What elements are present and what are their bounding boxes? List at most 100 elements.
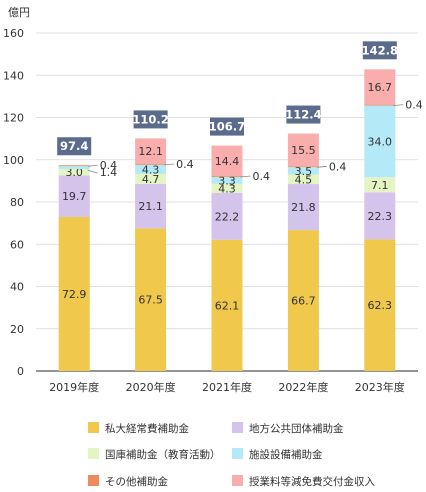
x-axis-ticks: 2019年度 2020年度 2021年度 2022年度 2023年度 [49,380,405,394]
bar-segment [287,174,319,185]
legend-label: 地方公共団体補助金 [249,422,344,435]
segment-value-label: 22.2 [215,210,240,223]
bar-segment [364,104,396,106]
y-tick-label: 100 [3,154,24,167]
legend-swatch [232,448,243,459]
bar-segment [58,175,90,217]
leader-line [87,164,98,167]
segment-value-label: 7.1 [371,179,389,192]
y-tick-label: 120 [3,112,24,125]
bar-segment [58,216,90,371]
bar-segment [211,239,243,371]
legend-label: 国庫補助金（教育活動） [105,448,221,461]
bar-segment [287,166,319,168]
x-tick-label: 2023年度 [355,380,405,394]
bar-segment [287,133,319,167]
leader-line [393,104,404,107]
total-value-label: 112.4 [285,108,321,122]
segment-value-label: 62.1 [215,299,240,312]
segment-value-label: 0.4 [329,160,347,173]
segment-value-label: 0.4 [100,159,118,172]
segment-value-label: 14.4 [215,155,240,168]
segment-value-label: 1.4 [100,166,118,179]
bar-segment [211,192,243,240]
y-tick-label: 140 [3,69,24,82]
y-axis-ticks: 0 20 40 60 80 100 120 140 160 [3,27,24,378]
segment-value-label: 4.7 [142,173,160,186]
legend-label: 授業料等減免費交付金収入 [249,475,375,488]
bar-segment [58,166,90,170]
leader-line [164,163,175,166]
legend-swatch [232,422,243,433]
bar-segment [135,138,167,164]
y-tick-label: 80 [10,196,24,209]
bar-segment [211,176,243,177]
legend-label: 施設設備補助金 [249,448,323,461]
segment-value-label: 3.3 [218,174,236,187]
y-tick-label: 60 [10,238,24,251]
segment-value-label: 34.0 [368,135,393,148]
segment-value-label: 21.8 [291,201,316,214]
bar-segment [135,183,167,229]
bar-segment [58,165,90,167]
legend-swatch [88,475,99,486]
legend-label: 私大経常費補助金 [105,422,189,435]
total-value-label: 97.4 [60,139,88,153]
bar-segment [287,167,319,175]
segment-value-label: 4.3 [142,163,160,176]
leader-line [240,175,251,178]
segment-value-label: 4.5 [295,173,313,186]
x-tick-label: 2021年度 [202,380,252,394]
total-box [133,110,168,129]
bar-segment [364,177,396,193]
segment-value-label: 3.5 [295,165,313,178]
y-tick-label: 0 [17,365,24,378]
bars: 72.919.73.0 1.40.497.467.521.14.74.3 0.412… [57,41,423,371]
segment-value-label: 3.0 [65,166,83,179]
bar-segment [364,192,396,240]
bar-segment [364,69,396,105]
bar-segment [135,164,167,174]
bar-segment [211,176,243,184]
bar-segment [135,228,167,371]
segment-value-label: 4.3 [218,182,236,195]
total-box [286,105,321,124]
leader-line [316,165,327,168]
x-tick-label: 2020年度 [126,380,176,394]
segment-value-label: 72.9 [62,288,87,301]
legend-swatch [232,475,243,486]
segment-value-label: 0.4 [253,170,271,183]
bar-segment [364,239,396,371]
segment-value-label: 15.5 [291,144,316,157]
x-tick-label: 2022年度 [278,380,328,394]
legend-label: その他補助金 [105,475,168,488]
segment-value-label: 19.7 [62,190,87,203]
segment-value-label: 0.4 [405,99,423,112]
total-value-label: 142.8 [362,43,398,57]
bar-segment [364,105,396,178]
bar-segment [211,145,243,177]
bar-segment [211,183,243,193]
segment-value-label: 62.3 [368,299,393,312]
bar-segment [135,163,167,165]
y-axis-unit-label: 億円 [8,6,30,19]
segment-value-label: 66.7 [291,295,316,308]
y-tick-label: 160 [3,27,24,40]
segment-value-label: 0.4 [176,158,194,171]
leader-line [87,169,98,174]
y-tick-label: 40 [10,281,24,294]
legend-swatch [88,422,99,433]
total-value-label: 106.7 [209,120,245,134]
total-value-label: 110.2 [132,112,168,126]
y-tick-label: 20 [10,323,24,336]
bar-segment [287,184,319,231]
x-tick-label: 2019年度 [49,380,99,394]
total-box [362,41,397,60]
legend-swatch [88,448,99,459]
segment-value-label: 22.3 [368,210,393,223]
segment-value-label: 67.5 [138,294,163,307]
total-box [57,137,92,156]
segment-value-label: 12.1 [138,145,163,158]
total-box [210,117,244,136]
